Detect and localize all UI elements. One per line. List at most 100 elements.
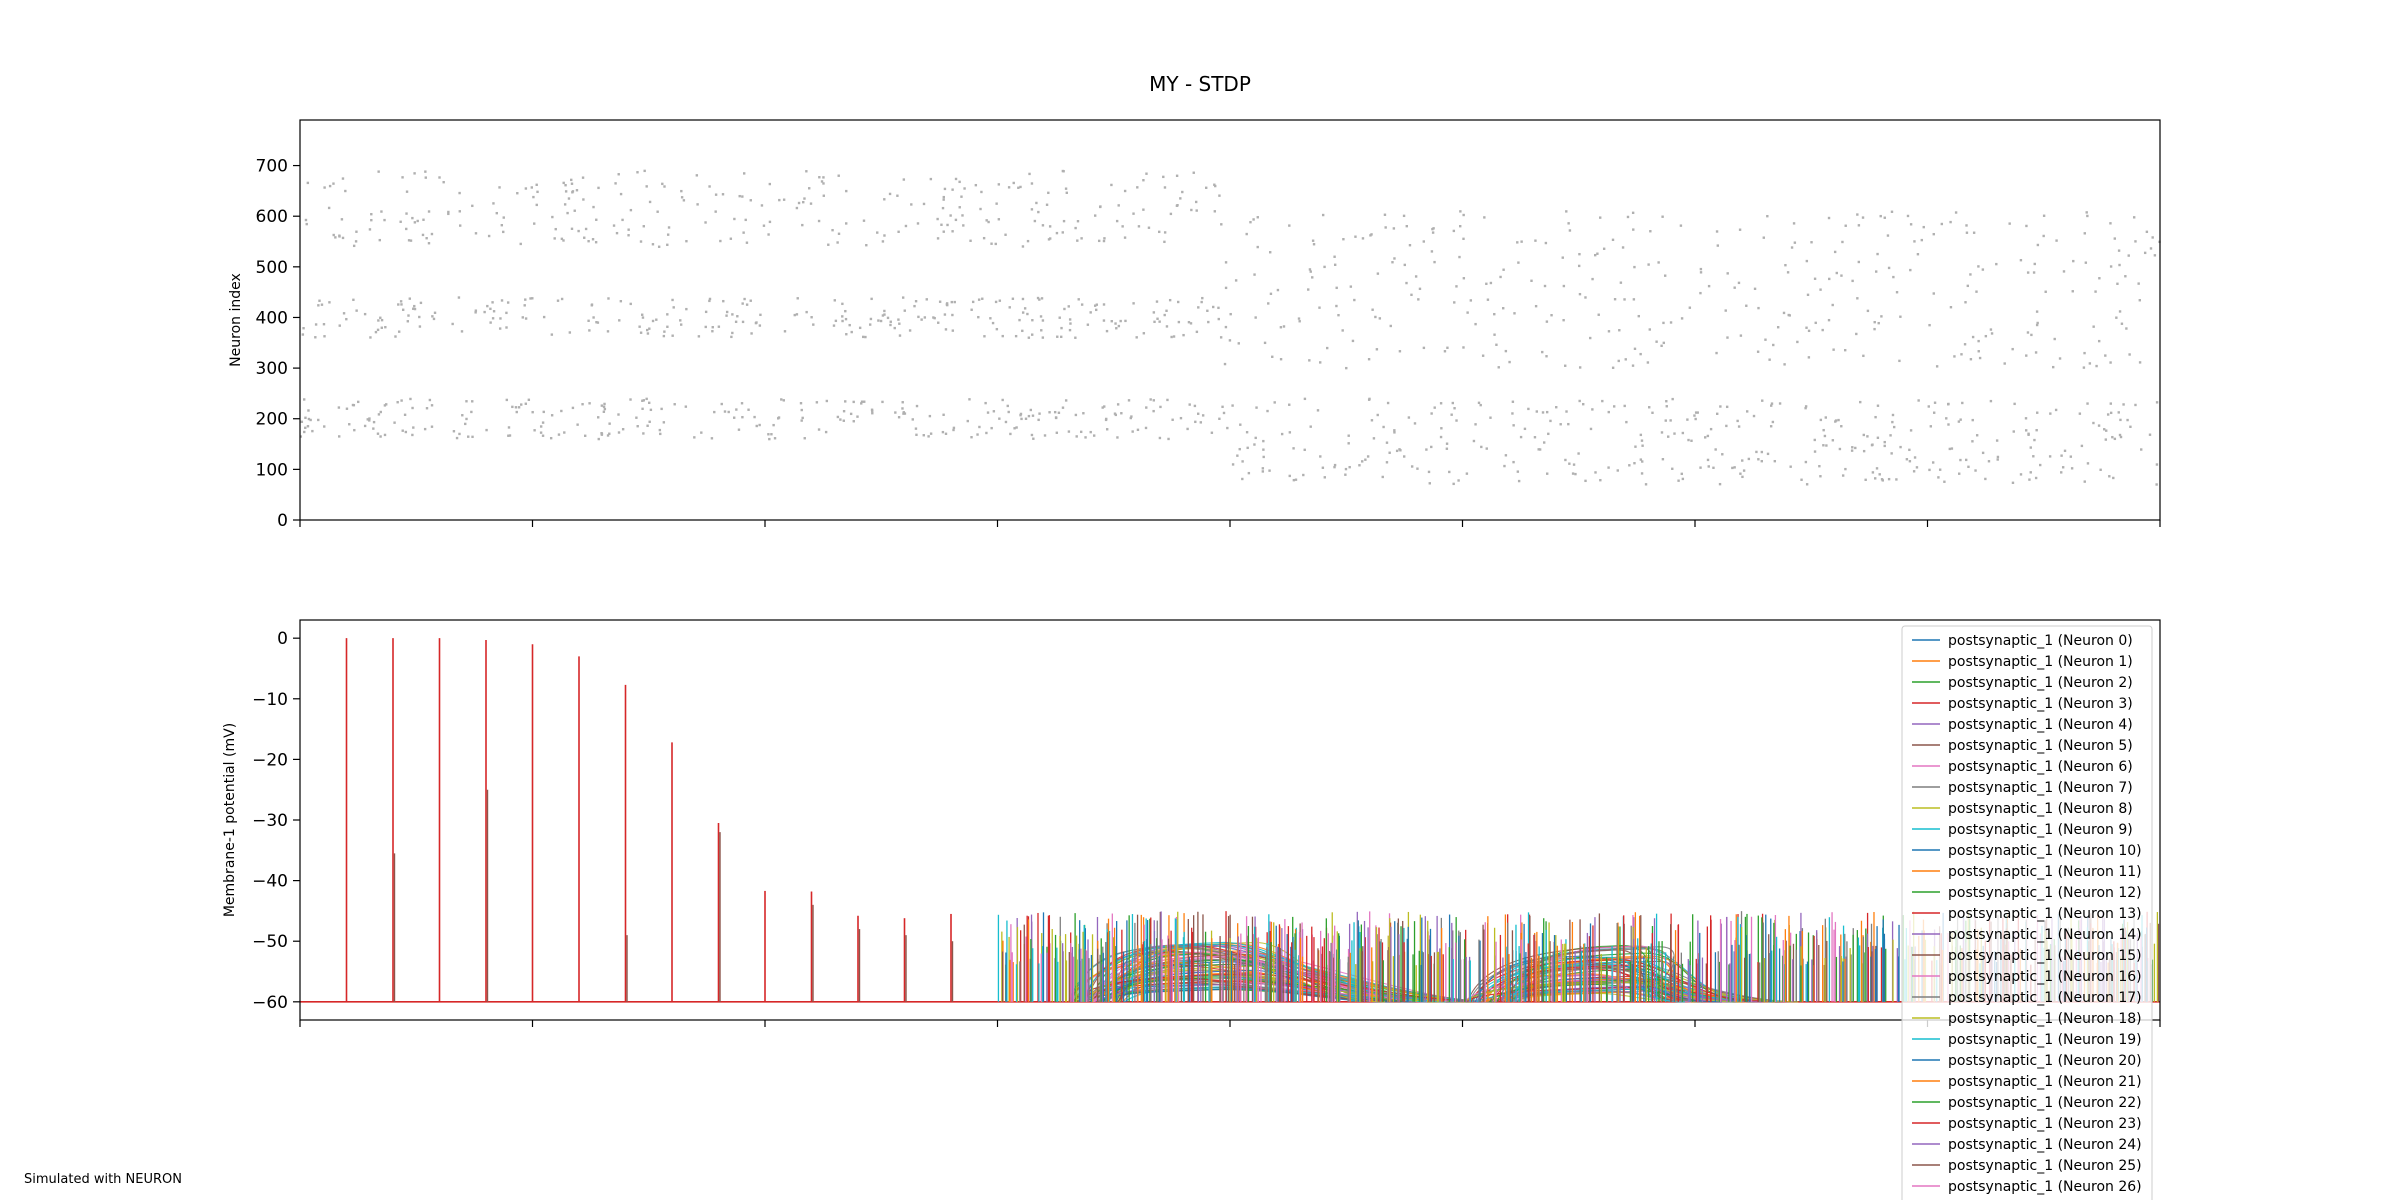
raster-spike <box>1218 194 1221 197</box>
raster-spike <box>953 300 956 304</box>
raster-spike <box>729 237 733 240</box>
raster-spike <box>2070 467 2074 470</box>
raster-spike <box>1001 398 1004 402</box>
raster-spike <box>618 319 621 322</box>
raster-spike <box>1032 437 1035 440</box>
raster-spike <box>1520 240 1523 243</box>
raster-spike <box>1559 423 1562 426</box>
raster-spike <box>1129 416 1132 420</box>
raster-spike <box>1613 298 1617 301</box>
raster-spike <box>1880 478 1884 481</box>
raster-spike <box>1102 239 1106 243</box>
raster-spike <box>1770 404 1773 407</box>
raster-spike <box>1391 261 1394 264</box>
raster-spike <box>1737 425 1741 428</box>
raster-spike <box>1428 482 1431 485</box>
raster-spike <box>397 330 401 333</box>
raster-spike <box>1773 459 1777 463</box>
raster-spike <box>424 170 427 173</box>
raster-spike <box>1686 418 1689 421</box>
raster-spike <box>458 432 461 436</box>
raster-spike <box>1182 333 1185 337</box>
raster-spike <box>783 330 787 333</box>
raster-spike <box>1223 362 1227 366</box>
raster-spike <box>662 421 666 424</box>
raster-spike <box>800 408 803 412</box>
raster-spike <box>421 233 425 237</box>
raster-spike <box>1681 477 1685 481</box>
raster-spike <box>1948 447 1952 451</box>
raster-spike <box>430 232 434 236</box>
raster-spike <box>1393 429 1396 432</box>
raster-spike <box>1841 474 1845 477</box>
raster-spike <box>1410 293 1413 297</box>
raster-spike <box>951 188 954 191</box>
raster-spike <box>1399 449 1402 452</box>
raster-spike <box>1646 361 1650 364</box>
raster-spike <box>801 223 804 227</box>
raster-spike <box>332 233 335 237</box>
raster-spike <box>850 330 853 334</box>
raster-spike <box>2143 251 2147 255</box>
raster-spike <box>1177 300 1180 304</box>
raster-spike <box>1376 272 1380 275</box>
raster-spike <box>1053 410 1057 414</box>
raster-spike <box>1321 466 1325 469</box>
raster-spike <box>2011 347 2014 351</box>
raster-spike <box>507 426 511 429</box>
raster-spike <box>968 398 971 401</box>
raster-spike <box>1282 325 1286 328</box>
raster-spike <box>1745 304 1748 307</box>
raster-spike <box>1602 247 1606 250</box>
raster-spike <box>584 227 588 231</box>
raster-spike <box>1862 433 1865 437</box>
raster-spike <box>1578 292 1582 296</box>
raster-spike <box>588 329 591 332</box>
raster-spike <box>1430 412 1433 415</box>
raster-spike <box>1256 216 1259 219</box>
raster-spike <box>1431 231 1435 234</box>
raster-spike <box>1632 298 1636 301</box>
raster-spike <box>535 183 538 186</box>
legend-entry: postsynaptic_1 (Neuron 23) <box>1948 1116 2142 1132</box>
raster-spike <box>917 315 920 319</box>
raster-spike <box>2086 402 2089 405</box>
raster-spike <box>418 315 421 319</box>
raster-spike <box>1249 220 1252 224</box>
raster-spike <box>920 318 923 321</box>
raster-spike <box>1427 470 1431 474</box>
raster-spike <box>1707 465 1710 468</box>
raster-spike <box>2109 402 2113 405</box>
raster-spike <box>1825 444 1828 447</box>
raster-spike <box>1079 430 1083 434</box>
raster-spike <box>1102 303 1106 306</box>
y-tick-label: 300 <box>256 359 288 379</box>
raster-spike <box>1014 334 1018 338</box>
raster-spike <box>608 432 611 435</box>
legend-entry: postsynaptic_1 (Neuron 14) <box>1948 927 2142 943</box>
legend-entry: postsynaptic_1 (Neuron 12) <box>1948 885 2142 901</box>
raster-spike <box>594 241 598 244</box>
raster-spike <box>730 335 733 339</box>
raster-spike <box>1057 411 1061 414</box>
raster-spike <box>768 220 772 224</box>
raster-spike <box>1261 467 1265 470</box>
raster-spike <box>1443 350 1447 353</box>
raster-spike <box>1564 458 1567 462</box>
raster-spike <box>1158 230 1161 234</box>
raster-spike <box>1210 431 1214 434</box>
raster-spike <box>1561 256 1564 259</box>
raster-spike <box>1145 406 1148 409</box>
legend-entry: postsynaptic_1 (Neuron 25) <box>1948 1158 2142 1174</box>
raster-spike <box>1030 208 1034 211</box>
raster-spike <box>619 299 623 303</box>
raster-spike <box>1768 358 1771 361</box>
raster-spike <box>2028 478 2031 481</box>
raster-spike <box>2134 403 2137 407</box>
raster-spike <box>1214 184 1217 188</box>
raster-spike <box>383 218 386 222</box>
raster-spike <box>1486 298 1490 301</box>
raster-spike <box>1892 425 1896 429</box>
legend-entry: postsynaptic_1 (Neuron 9) <box>1948 822 2133 838</box>
raster-spike <box>642 399 646 402</box>
